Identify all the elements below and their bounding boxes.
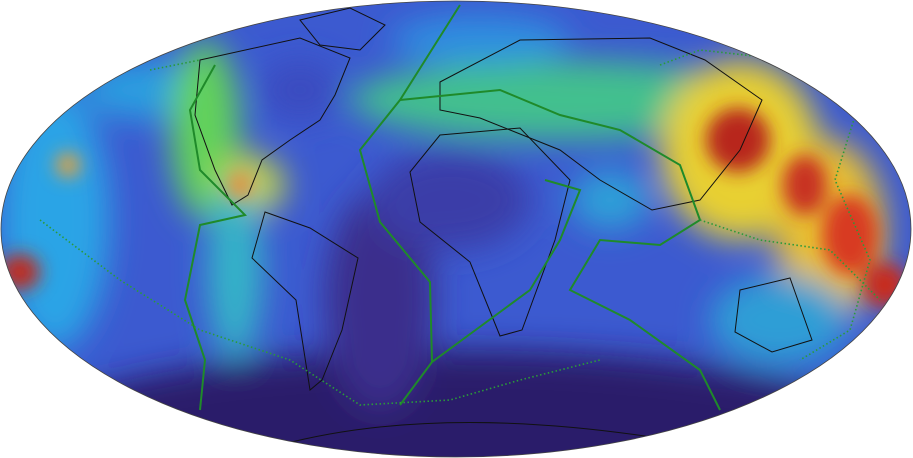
north-america: [194, 37, 351, 206]
plate-boundary: [183, 64, 247, 411]
blob: [390, 15, 570, 65]
hotspot: [228, 171, 252, 199]
plate-boundary: [431, 179, 582, 363]
blob: [36, 350, 876, 457]
blob: [207, 180, 263, 360]
blob: [1, 90, 110, 350]
plate-boundary: [399, 88, 721, 411]
blob: [710, 275, 850, 365]
hotspots: [1, 108, 907, 307]
eurasia: [439, 37, 763, 211]
africa: [409, 127, 571, 337]
coastlines: [194, 7, 813, 446]
hotspot: [783, 155, 827, 215]
plate-boundary: [149, 49, 871, 361]
blob: [260, 60, 340, 120]
hotspot: [706, 108, 770, 172]
australia: [734, 277, 813, 353]
hotspot: [56, 153, 80, 177]
plate-boundaries: [39, 4, 881, 411]
antarctica: [279, 422, 701, 446]
greenland: [299, 7, 386, 51]
plate-boundary: [699, 219, 881, 301]
blob: [370, 150, 530, 250]
hotspot: [822, 195, 878, 275]
hotspot: [1, 254, 40, 290]
south-america: [251, 211, 359, 391]
hotspot: [863, 263, 907, 307]
blob: [325, 190, 435, 410]
blob: [570, 170, 650, 230]
